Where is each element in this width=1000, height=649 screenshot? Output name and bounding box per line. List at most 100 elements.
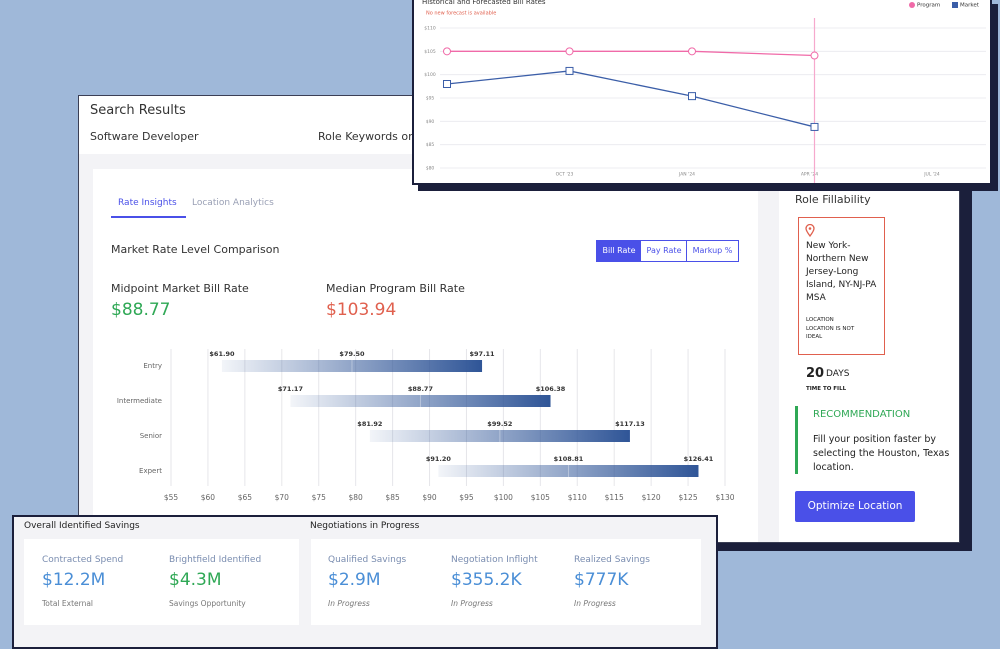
stat-note: In Progress — [574, 599, 616, 608]
range-bar — [290, 395, 551, 407]
legend-swatch — [952, 2, 958, 8]
negotiations-panel: Qualified Savings $2.9M In Progress Nego… — [311, 539, 701, 625]
value-label: $71.17 — [278, 385, 303, 393]
value-label: $61.90 — [209, 350, 235, 358]
x-tick-label: $105 — [531, 493, 550, 502]
value-label: $99.52 — [487, 420, 512, 428]
x-tick-label: $70 — [275, 493, 290, 502]
value-label: $117.13 — [615, 420, 645, 428]
metric-value: $88.77 — [111, 300, 171, 320]
stat-value: $4.3M — [169, 570, 222, 590]
point — [565, 47, 574, 56]
pin-icon — [805, 224, 815, 237]
y-tick-label: $100 — [424, 72, 436, 78]
point — [810, 51, 819, 60]
keywords-label: Role Keywords or — [318, 130, 413, 143]
location-name: New York-Northern New Jersey-Long Island… — [806, 241, 877, 303]
days-caption: TIME TO FILL — [806, 386, 847, 392]
savings-card: Overall Identified Savings Negotiations … — [12, 515, 718, 649]
value-label: $79.50 — [339, 350, 365, 358]
recommendation-bar — [795, 406, 798, 474]
series-line — [447, 50, 815, 57]
category-label: Senior — [140, 432, 162, 440]
y-tick-label: $85 — [426, 142, 435, 148]
stat-label: Qualified Savings — [328, 555, 407, 565]
stat-label: Negotiation Inflight — [451, 555, 538, 565]
days-unit: DAYS — [826, 369, 850, 379]
stat-value: $12.2M — [42, 570, 106, 590]
recommendation-text: Fill your position faster by selecting t… — [813, 434, 950, 473]
fillability-title: Role Fillability — [795, 193, 871, 206]
x-tick-label: $115 — [605, 493, 624, 502]
metric-value: $103.94 — [326, 300, 397, 320]
metric-label: Midpoint Market Bill Rate — [111, 282, 249, 295]
x-tick-label: APR '24 — [801, 172, 818, 178]
value-label: $91.20 — [426, 455, 452, 463]
y-tick-label: $80 — [426, 166, 435, 172]
stat-value: $355.2K — [451, 570, 522, 590]
location-note: LOCATION IS NOT IDEAL — [806, 326, 855, 340]
location-box: New York-Northern New Jersey-Long Island… — [798, 217, 885, 355]
stat-value: $2.9M — [328, 570, 381, 590]
section-title: Market Rate Level Comparison — [111, 243, 280, 256]
x-tick-label: $65 — [238, 493, 253, 502]
insights-panel: Rate Insights Location Analytics Market … — [93, 169, 758, 542]
legend-label: Market — [960, 3, 980, 9]
overall-title: Overall Identified Savings — [24, 521, 140, 531]
value-label: $106.38 — [536, 385, 566, 393]
x-tick-label: $55 — [164, 493, 179, 502]
forecast-card: Historical and Forecasted Bill Rates No n… — [412, 0, 992, 185]
x-tick-label: $75 — [312, 493, 327, 502]
legend-swatch — [909, 2, 915, 8]
overall-panel: Contracted Spend $12.2M Total External B… — [24, 539, 299, 625]
optimize-button[interactable]: Optimize Location — [795, 491, 915, 522]
chart-subtitle: No new forecast is available — [426, 11, 496, 17]
x-tick-label: JAN '24 — [678, 172, 695, 178]
results-title: Search Results — [90, 103, 186, 118]
category-label: Expert — [139, 467, 162, 475]
toggle-button[interactable]: Markup % — [686, 240, 739, 262]
x-tick-label: $95 — [459, 493, 474, 502]
stat-label: Realized Savings — [574, 555, 650, 565]
value-label: $108.81 — [554, 455, 584, 463]
recommendation-title: RECOMMENDATION — [813, 409, 911, 420]
stat-note: Savings Opportunity — [169, 599, 246, 608]
x-tick-label: $100 — [494, 493, 513, 502]
x-tick-label: $130 — [715, 493, 734, 502]
y-tick-label: $105 — [424, 49, 436, 55]
x-tick-label: $110 — [568, 493, 587, 502]
line-chart: Historical and Forecasted Bill Rates No n… — [422, 0, 986, 183]
stat-label: Contracted Spend — [42, 555, 124, 565]
role-name: Software Developer — [90, 130, 199, 143]
x-tick-label: JUL '24 — [923, 172, 940, 178]
y-tick-label: $110 — [424, 26, 436, 32]
toggle-button[interactable]: Pay Rate — [640, 240, 688, 262]
x-tick-label: $125 — [679, 493, 698, 502]
tab[interactable]: Location Analytics — [192, 198, 274, 208]
point — [688, 47, 696, 56]
x-tick-label: $80 — [349, 493, 364, 502]
legend-label: Program — [917, 3, 940, 9]
point — [443, 80, 451, 88]
category-label: Intermediate — [117, 397, 162, 405]
point — [565, 66, 574, 75]
stat-note: Total External — [42, 599, 94, 608]
value-label: $81.92 — [357, 420, 382, 428]
stat-note: In Progress — [451, 599, 493, 608]
location-caption: LOCATION — [806, 317, 834, 323]
x-tick-label: $60 — [201, 493, 216, 502]
value-label: $97.11 — [470, 350, 496, 358]
y-tick-label: $95 — [426, 96, 435, 102]
x-tick-label: $85 — [385, 493, 400, 502]
point — [688, 92, 696, 101]
stat-value: $777K — [574, 570, 629, 590]
x-tick-label: $90 — [422, 493, 437, 502]
x-tick-label: OCT '23 — [556, 172, 574, 178]
range-bar — [369, 430, 630, 442]
metric-label: Median Program Bill Rate — [326, 282, 465, 295]
tab[interactable]: Rate Insights — [118, 198, 177, 208]
range-bar — [221, 360, 483, 372]
stat-note: In Progress — [328, 599, 370, 608]
point — [810, 122, 819, 131]
